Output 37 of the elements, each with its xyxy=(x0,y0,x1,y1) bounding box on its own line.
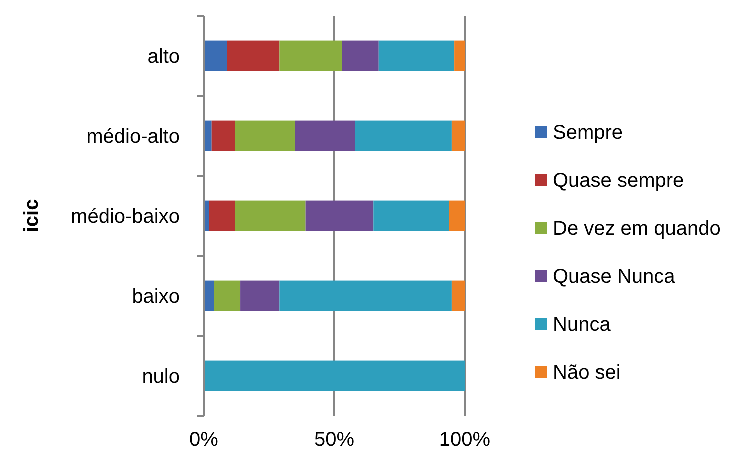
x-tick-label: 0% xyxy=(190,429,219,451)
y-tick-label: médio-alto xyxy=(86,126,180,148)
bar xyxy=(280,40,342,72)
bar xyxy=(227,40,280,72)
bar xyxy=(452,280,465,312)
bar xyxy=(295,120,356,152)
y-axis-title: icic xyxy=(21,199,43,233)
bar xyxy=(454,40,465,72)
bar xyxy=(374,200,450,232)
bar xyxy=(204,280,214,312)
x-tick-label: 100% xyxy=(439,429,491,451)
bar xyxy=(204,360,465,392)
bar xyxy=(204,40,228,72)
y-tick-label: médio-baixo xyxy=(71,206,180,228)
legend-label: Sempre xyxy=(553,122,624,144)
bar xyxy=(449,200,465,232)
bar xyxy=(280,280,452,312)
bar xyxy=(355,120,452,152)
bar xyxy=(306,200,374,232)
y-tick-label: alto xyxy=(148,46,180,68)
legend-label: Quase sempre xyxy=(553,170,684,192)
bar xyxy=(214,280,241,312)
y-tick-label: nulo xyxy=(142,366,180,388)
bar xyxy=(209,200,236,232)
legend-label: Quase Nunca xyxy=(553,266,676,288)
bar xyxy=(378,40,455,72)
bar xyxy=(452,120,465,152)
bar xyxy=(240,280,280,312)
bar xyxy=(342,40,379,72)
bar xyxy=(235,120,296,152)
y-tick-label: baixo xyxy=(132,286,180,308)
bar xyxy=(212,120,236,152)
legend-label: De vez em quando xyxy=(553,218,721,240)
x-tick-label: 50% xyxy=(314,429,355,451)
legend-label: Não sei xyxy=(553,362,621,384)
legend-label: Nunca xyxy=(553,314,612,336)
bar xyxy=(235,200,306,232)
